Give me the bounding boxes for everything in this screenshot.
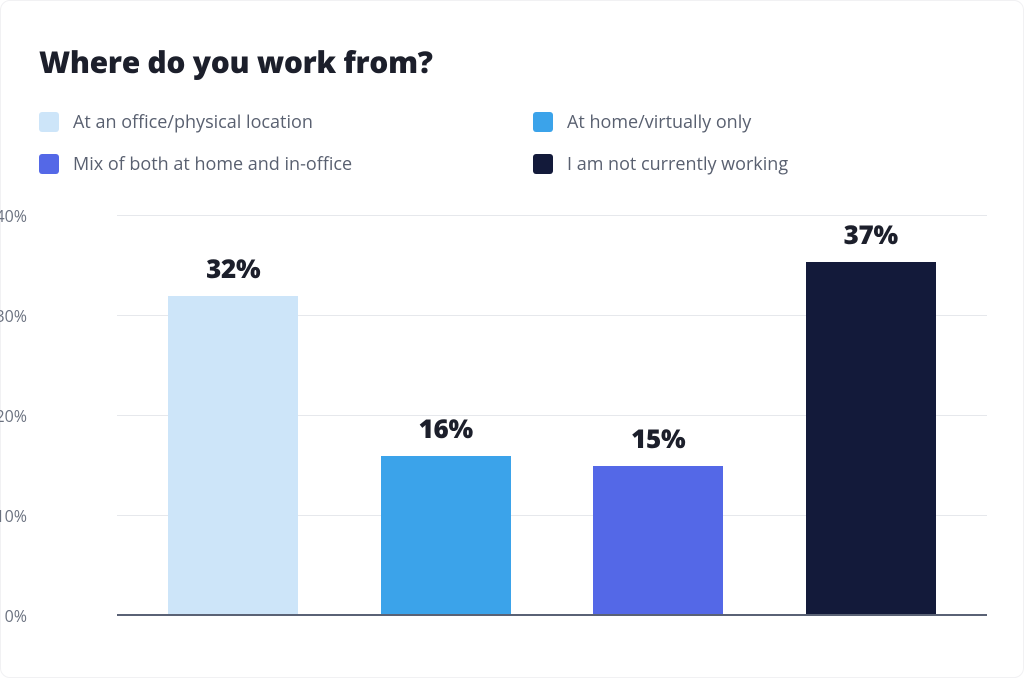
legend-label: At home/virtually only <box>567 110 751 134</box>
bar-group: 16% <box>381 216 511 616</box>
bar <box>381 456 511 616</box>
legend-label: Mix of both at home and in-office <box>73 152 352 176</box>
y-tick-label: 30% <box>0 305 27 327</box>
x-axis-baseline <box>117 614 987 616</box>
legend-item: At an office/physical location <box>39 110 493 134</box>
bar-value-label: 16% <box>419 410 473 446</box>
legend-swatch <box>39 154 59 174</box>
y-axis: 0%10%20%30%40% <box>37 216 77 616</box>
bar-group: 15% <box>593 216 723 616</box>
bar-value-label: 32% <box>206 250 260 286</box>
legend-item: Mix of both at home and in-office <box>39 152 493 176</box>
legend-item: I am not currently working <box>533 152 987 176</box>
chart-title: Where do you work from? <box>39 41 987 82</box>
chart-plot: 0%10%20%30%40% 32% 16% 15% 37% <box>77 216 987 616</box>
chart-legend: At an office/physical location At home/v… <box>39 110 987 176</box>
y-tick-label: 0% <box>5 605 27 627</box>
bar-group: 37% <box>806 216 936 616</box>
y-tick-label: 20% <box>0 405 27 427</box>
legend-swatch <box>533 154 553 174</box>
bar <box>168 296 298 616</box>
legend-item: At home/virtually only <box>533 110 987 134</box>
legend-swatch <box>533 112 553 132</box>
legend-label: I am not currently working <box>567 152 788 176</box>
bar <box>806 262 936 616</box>
chart-bars: 32% 16% 15% 37% <box>117 216 987 616</box>
y-tick-label: 40% <box>0 205 27 227</box>
y-tick-label: 10% <box>0 505 27 527</box>
legend-swatch <box>39 112 59 132</box>
chart-card: Where do you work from? At an office/phy… <box>0 0 1024 678</box>
legend-label: At an office/physical location <box>73 110 313 134</box>
bar-group: 32% <box>168 216 298 616</box>
bar-value-label: 15% <box>631 420 685 456</box>
bar-value-label: 37% <box>844 216 898 252</box>
bar <box>593 466 723 616</box>
